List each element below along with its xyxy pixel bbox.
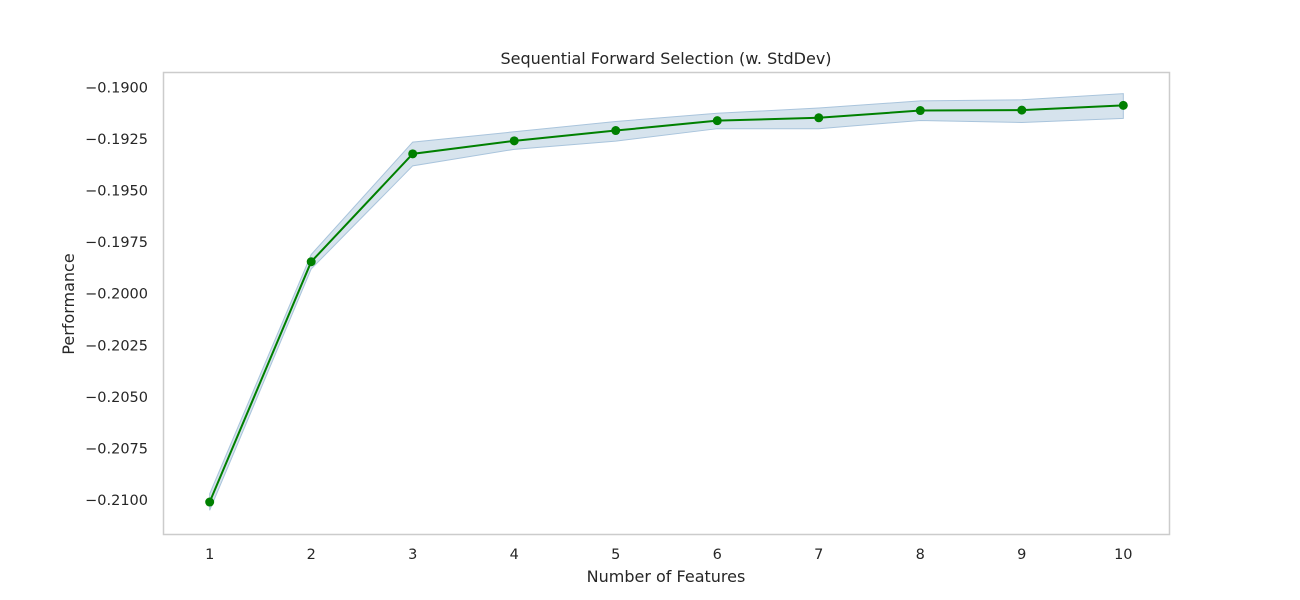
x-tick-label: 7 xyxy=(814,547,823,563)
data-point xyxy=(915,106,925,116)
series-points-layer xyxy=(205,100,1128,507)
x-tick-label: 8 xyxy=(916,547,925,563)
y-tick-label: −0.2000 xyxy=(85,287,148,303)
data-point xyxy=(205,497,215,507)
y-tick-labels: −0.1900 −0.1925 −0.1950 −0.1975 −0.2000 −0.20… xyxy=(85,80,148,509)
data-point xyxy=(509,136,519,146)
y-tick-label: −0.2050 xyxy=(85,390,148,406)
y-tick-label: −0.2075 xyxy=(85,441,148,457)
data-point xyxy=(1118,100,1128,110)
data-point xyxy=(306,257,316,267)
std-band xyxy=(209,93,1124,511)
x-tick-labels: 1 2 3 4 5 6 7 8 9 10 xyxy=(205,547,1132,563)
chart-title: Sequential Forward Selection (w. StdDev) xyxy=(500,49,831,68)
x-tick-label: 3 xyxy=(408,547,417,563)
data-point xyxy=(814,113,824,123)
y-axis-title: Performance xyxy=(59,253,78,354)
y-tick-label: −0.1900 xyxy=(85,80,148,96)
y-tick-label: −0.2025 xyxy=(85,338,148,354)
x-axis-title: Number of Features xyxy=(587,567,746,586)
x-tick-label: 9 xyxy=(1017,547,1026,563)
x-tick-label: 6 xyxy=(713,547,722,563)
y-tick-label: −0.1950 xyxy=(85,184,148,200)
data-point xyxy=(712,116,722,126)
series-line xyxy=(208,104,1124,503)
y-tick-label: −0.2100 xyxy=(85,493,148,509)
y-tick-label: −0.1925 xyxy=(85,132,148,148)
x-tick-label: 4 xyxy=(510,547,519,563)
std-band-layer xyxy=(209,93,1124,511)
data-point xyxy=(408,149,418,159)
plot-frame xyxy=(162,71,1171,536)
x-tick-label: 5 xyxy=(611,547,620,563)
y-tick-label: −0.1975 xyxy=(85,235,148,251)
x-tick-label: 1 xyxy=(205,547,214,563)
series-line-layer xyxy=(208,104,1124,503)
data-point xyxy=(611,126,621,136)
x-tick-label: 2 xyxy=(307,547,316,563)
x-tick-label: 10 xyxy=(1114,547,1132,563)
data-point xyxy=(1017,105,1027,115)
